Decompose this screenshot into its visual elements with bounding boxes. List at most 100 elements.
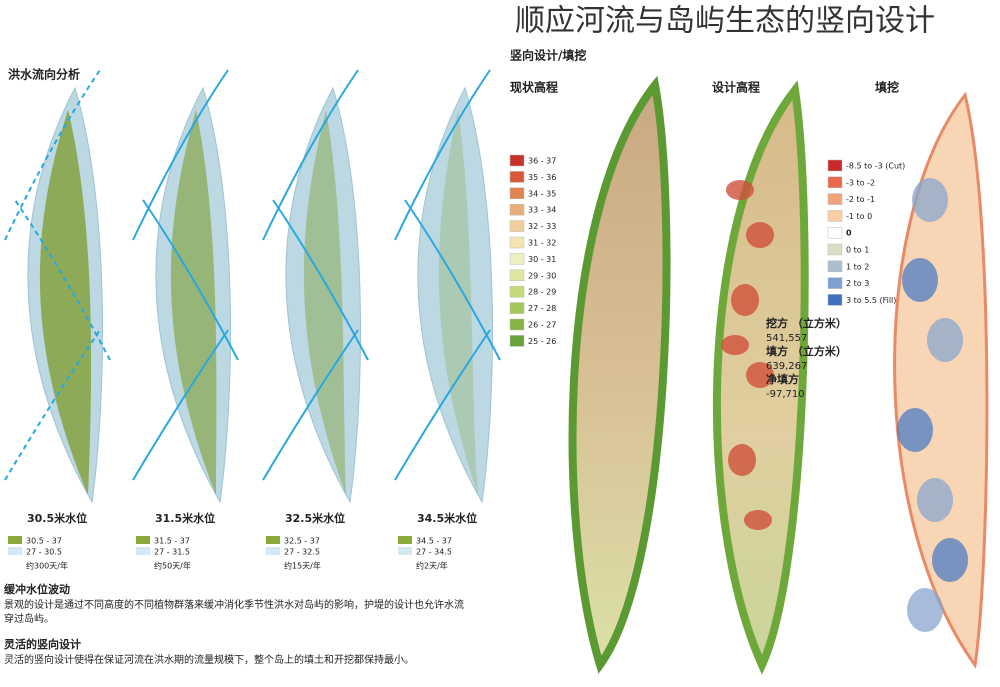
cutfill-island xyxy=(893,91,989,669)
legend-label: 36 - 37 xyxy=(528,157,556,166)
map-title: 设计高程 xyxy=(712,80,760,95)
legend-label: 28 - 29 xyxy=(528,288,556,297)
flow-arrow xyxy=(394,329,491,481)
island-water xyxy=(417,86,494,504)
legend-swatch xyxy=(827,193,843,205)
island-vegetation xyxy=(39,110,92,495)
fill-zone xyxy=(927,318,963,362)
legend-label: 29 - 30 xyxy=(528,271,556,280)
legend-swatch xyxy=(509,335,525,347)
legend-label: 25 - 26 xyxy=(528,337,556,346)
earthwork-label: 挖方 （立方米） xyxy=(766,316,847,330)
flow-arrow xyxy=(132,329,229,481)
legend-swatch xyxy=(266,547,280,555)
legend-label: 27 - 28 xyxy=(528,304,556,313)
legend-label: 34.5 - 37 xyxy=(416,537,452,546)
legend-label: 1 to 2 xyxy=(846,262,869,271)
legend-swatch xyxy=(509,220,525,232)
legend-label: 33 - 34 xyxy=(528,206,556,215)
legend-label: 27 - 31.5 xyxy=(154,548,190,557)
note-heading: 缓冲水位波动 xyxy=(4,582,70,596)
map-title: 填挖 xyxy=(875,80,899,95)
earthwork-value: -97,710 xyxy=(766,389,805,400)
legend-swatch xyxy=(509,269,525,282)
earthwork-value: 541,557 xyxy=(766,333,807,344)
legend-label: 32 - 33 xyxy=(528,222,556,231)
legend-label: 35 - 36 xyxy=(528,173,556,182)
legend-label: 0 xyxy=(846,229,852,238)
legend-swatch xyxy=(827,176,843,189)
frequency: 约2天/年 xyxy=(416,561,448,571)
map-title: 现状高程 xyxy=(510,80,558,95)
legend-swatch xyxy=(509,253,525,265)
existing-island xyxy=(568,75,671,674)
water-level: 30.5米水位 xyxy=(27,511,87,525)
design-pond xyxy=(746,222,774,248)
note-text: 景观的设计是通过不同高度的不同植物群落来缓冲消化季节性洪水对岛屿的影响，护堤的设… xyxy=(4,598,464,611)
water-level: 34.5米水位 xyxy=(417,511,477,525)
island-water xyxy=(285,86,362,504)
legend-label: 34 - 35 xyxy=(528,189,556,198)
legend-swatch xyxy=(509,203,525,216)
water-level: 31.5米水位 xyxy=(155,511,215,525)
legend-label: 27 - 34.5 xyxy=(416,548,452,557)
earthwork-label: 填方 （立方米） xyxy=(766,344,847,358)
fill-zone xyxy=(897,408,933,452)
note-text: 穿过岛屿。 xyxy=(4,612,54,625)
note-text: 灵活的竖向设计使得在保证河流在洪水期的流量规模下，整个岛上的填土和开挖都保持最小… xyxy=(4,653,414,666)
legend-swatch xyxy=(509,154,525,167)
fill-zone xyxy=(902,258,938,302)
subtitle: 竖向设计/填挖 xyxy=(510,48,586,63)
legend-label: 30 - 31 xyxy=(528,255,556,264)
legend-swatch xyxy=(509,171,525,183)
frequency: 约300天/年 xyxy=(26,561,68,571)
legend-swatch xyxy=(827,210,843,222)
island-vegetation xyxy=(303,110,346,495)
legend-swatch xyxy=(266,536,280,544)
legend-swatch xyxy=(827,260,843,273)
legend-label: 3 to 5.5 (Fill) xyxy=(846,296,896,305)
legend-swatch xyxy=(136,547,150,555)
legend-label: 27 - 30.5 xyxy=(26,548,62,557)
legend-label: 0 to 1 xyxy=(846,246,869,255)
legend-swatch xyxy=(509,236,525,249)
legend-swatch xyxy=(136,536,150,544)
legend-swatch xyxy=(509,187,525,200)
legend-label: -2 to -1 xyxy=(846,195,875,204)
legend-swatch xyxy=(509,302,525,314)
legend-swatch xyxy=(827,277,843,289)
legend-label: 30.5 - 37 xyxy=(26,537,62,546)
legend-swatch xyxy=(827,243,843,256)
design-pond xyxy=(744,510,772,530)
legend-label: 2 to 3 xyxy=(846,279,869,288)
fill-zone xyxy=(932,538,968,582)
design-pond xyxy=(721,335,749,355)
flow-arrow xyxy=(142,199,239,361)
flow-arrow xyxy=(4,329,101,481)
water-level: 32.5米水位 xyxy=(285,511,345,525)
earthwork-label: 净填方 xyxy=(766,372,799,386)
legend-swatch xyxy=(509,285,525,298)
earthwork-value: 639,267 xyxy=(766,361,807,372)
flow-arrow xyxy=(404,199,501,361)
legend-label: 27 - 32.5 xyxy=(284,548,320,557)
flow-arrow xyxy=(272,199,369,361)
legend-swatch xyxy=(398,536,412,544)
legend-label: 31.5 - 37 xyxy=(154,537,190,546)
design-pond xyxy=(726,180,754,200)
legend-label: 26 - 27 xyxy=(528,321,556,330)
legend-swatch xyxy=(398,547,412,555)
flow-arrow xyxy=(262,329,359,481)
flow-arrow xyxy=(262,69,359,241)
design-pond xyxy=(728,444,756,476)
legend-label: -1 to 0 xyxy=(846,212,872,221)
design-pond xyxy=(731,284,759,316)
note-heading: 灵活的竖向设计 xyxy=(4,637,81,651)
legend-label: 32.5 - 37 xyxy=(284,537,320,546)
fill-zone xyxy=(907,588,943,632)
island-vegetation xyxy=(170,110,217,495)
frequency: 约50天/年 xyxy=(154,561,191,571)
legend-label: -8.5 to -3 (Cut) xyxy=(846,162,905,171)
